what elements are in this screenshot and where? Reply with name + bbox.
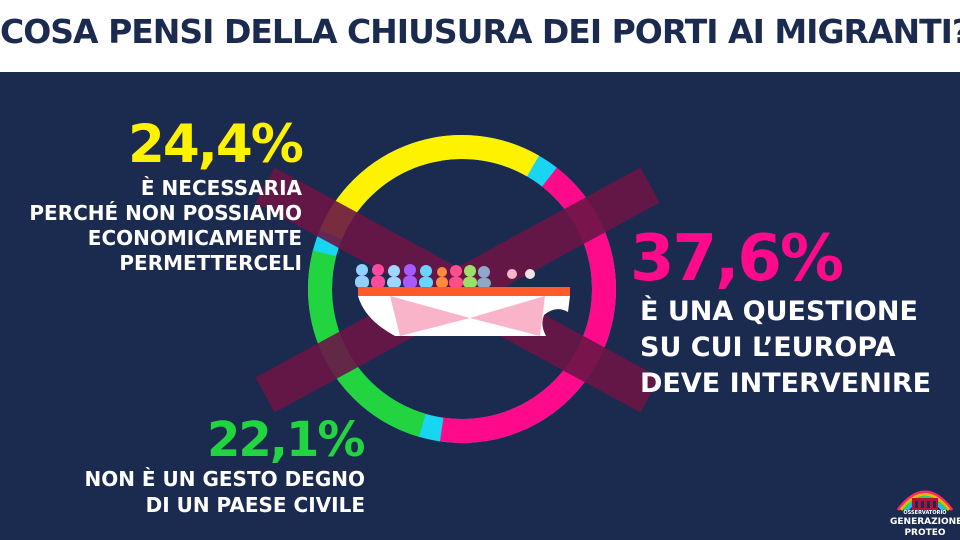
donut-slice-yellow [319, 135, 539, 240]
desc-yellow: È NECESSARIA PERCHÉ NON POSSIAMO ECONOMI… [29, 176, 302, 276]
desc-green-line: NON È UN GESTO DEGNO [84, 467, 365, 491]
logo-small-text: OSSERVATORIO [903, 510, 947, 516]
desc-green: NON È UN GESTO DEGNO DI UN PAESE CIVILE [84, 466, 365, 518]
desc-pink: È UNA QUESTIONE SU CUI L’EUROPA DEVE INT… [640, 294, 931, 402]
desc-yellow-line: È NECESSARIA [140, 176, 302, 200]
desc-yellow-line: PERCHÉ NON POSSIAMO [29, 201, 302, 225]
percent-green: 22,1% [207, 412, 366, 468]
desc-yellow-line: ECONOMICAMENTE [87, 226, 302, 250]
logo-line2: PROTEO [904, 528, 946, 538]
logo-line1: GENERAZIONE [890, 517, 960, 527]
desc-yellow-line: PERMETTERCELI [119, 251, 302, 275]
desc-pink-line: SU CUI L’EUROPA [640, 332, 896, 363]
percent-yellow: 24,4% [128, 114, 304, 175]
title-bar [0, 0, 960, 72]
percent-pink: 37,6% [630, 222, 844, 296]
desc-pink-line: È UNA QUESTIONE [640, 296, 918, 327]
colosseum-rainbow-icon [896, 490, 954, 512]
logo: OSSERVATORIO GENERAZIONE PROTEO [890, 480, 960, 540]
desc-green-line: DI UN PAESE CIVILE [145, 493, 365, 517]
migrant-boat-crossed-out-icon [255, 167, 660, 413]
desc-pink-line: DEVE INTERVENIRE [640, 368, 932, 399]
page-title: COSA PENSI DELLA CHIUSURA DEI PORTI AI M… [0, 12, 960, 51]
